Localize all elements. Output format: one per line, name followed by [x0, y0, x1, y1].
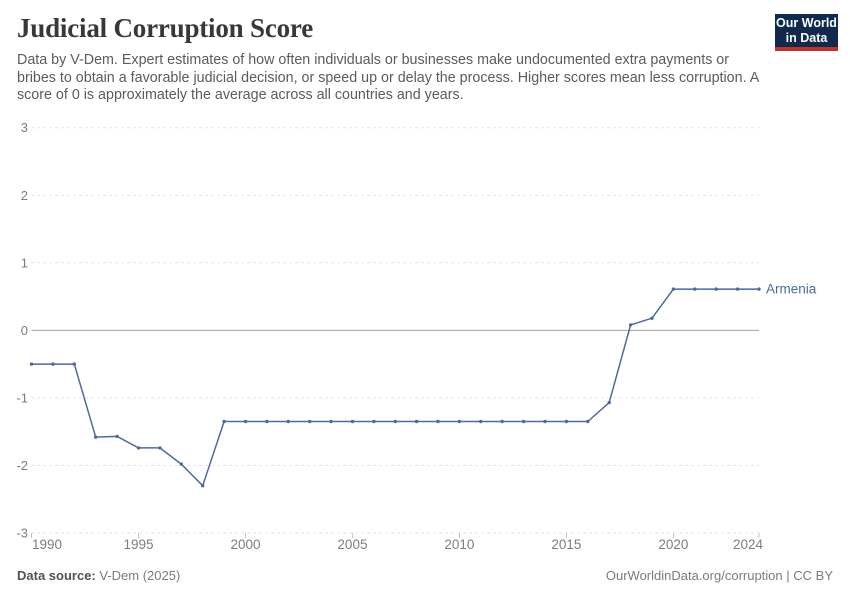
y-tick-label: 1 [21, 255, 28, 270]
data-point[interactable] [51, 362, 55, 366]
data-point[interactable] [308, 419, 312, 424]
y-tick-label: 3 [21, 120, 28, 135]
data-source-value: V-Dem (2025) [95, 568, 181, 583]
x-tick-label: 2015 [551, 537, 581, 552]
y-gridlines [31, 127, 759, 534]
y-tick-label: 0 [21, 323, 28, 338]
data-point[interactable] [735, 287, 740, 291]
credit-separator: | [782, 568, 794, 583]
data-line-armenia[interactable] [30, 288, 760, 487]
logo-line-2: in Data [785, 30, 828, 45]
data-point[interactable] [671, 287, 676, 291]
x-tick-label: 1990 [32, 537, 62, 552]
data-point[interactable] [179, 462, 183, 466]
data-point[interactable] [628, 323, 633, 327]
data-point[interactable] [243, 419, 248, 424]
y-tick-label: -2 [16, 458, 28, 473]
chart-subtitle: Data by V-Dem. Expert estimates of how o… [17, 52, 759, 104]
data-point[interactable] [414, 419, 419, 424]
data-point[interactable] [29, 362, 34, 366]
y-tick-label: -1 [16, 390, 28, 405]
data-point[interactable] [757, 287, 761, 291]
x-tick-label: 2005 [337, 537, 367, 552]
data-source-label: Data source: [17, 568, 96, 583]
data-point[interactable] [693, 287, 697, 291]
logo-line-1: Our World [776, 15, 837, 30]
data-point[interactable] [115, 434, 119, 439]
y-axis-labels: 3 2 1 0 -1 -2 -3 [16, 120, 28, 540]
data-point[interactable] [286, 419, 290, 424]
data-point[interactable] [222, 419, 226, 424]
x-tick-label: 2000 [230, 537, 260, 552]
data-point[interactable] [136, 446, 141, 450]
data-point[interactable] [543, 419, 547, 424]
x-tick-label: 2020 [658, 537, 688, 552]
data-point[interactable] [94, 435, 98, 439]
chart-footer: Data source: V-Dem (2025) OurWorldinData… [17, 568, 833, 583]
y-tick-label: 2 [21, 188, 28, 203]
owid-logo[interactable]: Our World in Data [775, 14, 838, 51]
data-point[interactable] [436, 419, 440, 424]
data-point[interactable] [714, 287, 718, 291]
data-points-armenia[interactable] [29, 287, 761, 488]
x-axis-labels: 1990 1995 2000 2005 2010 2015 2020 2024 [32, 537, 763, 552]
page-title: Judicial Corruption Score [17, 13, 314, 43]
license-label: CC BY [793, 568, 833, 583]
data-point[interactable] [372, 419, 376, 424]
data-point[interactable] [158, 446, 162, 450]
owid-link[interactable]: OurWorldinData.org/corruption [605, 568, 783, 583]
series-label-armenia[interactable]: Armenia [766, 282, 817, 297]
data-point[interactable] [457, 419, 462, 424]
data-point[interactable] [201, 484, 205, 488]
data-point[interactable] [607, 400, 611, 405]
x-tick-label: 1995 [123, 537, 153, 552]
data-point[interactable] [586, 419, 590, 424]
data-point[interactable] [479, 419, 483, 424]
data-point[interactable] [564, 419, 569, 424]
data-point[interactable] [521, 419, 526, 424]
data-point[interactable] [329, 419, 333, 424]
data-point[interactable] [650, 316, 654, 320]
y-tick-label: -3 [16, 526, 28, 541]
credit-line: OurWorldinData.org/corruption | CC BY [606, 568, 833, 583]
data-source: Data source: V-Dem (2025) [17, 568, 180, 583]
x-tick-label: 2024 [733, 537, 764, 552]
data-point[interactable] [393, 419, 397, 424]
data-point[interactable] [265, 419, 269, 424]
data-point[interactable] [350, 419, 355, 424]
data-point[interactable] [72, 362, 77, 366]
data-point[interactable] [500, 419, 504, 424]
x-tick-label: 2010 [444, 537, 474, 552]
x-axis-ticks [31, 533, 760, 538]
